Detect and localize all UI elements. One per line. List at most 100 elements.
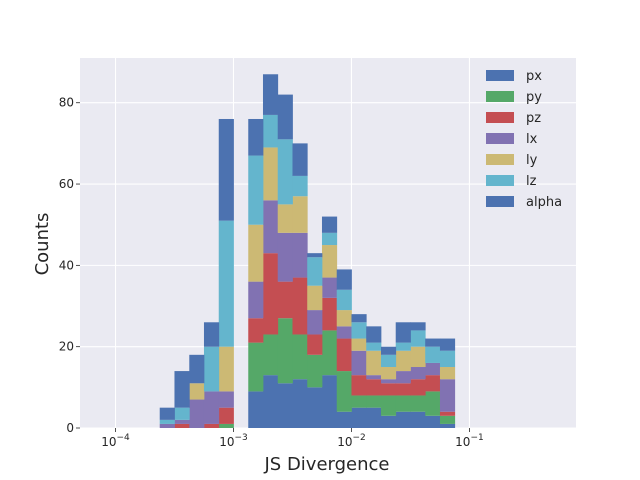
bar-ly [307,285,323,311]
y-tick-label: 80 [59,96,74,110]
bar-px [307,387,323,428]
legend-label-py: py [526,90,542,105]
legend-swatch-alpha [486,196,514,207]
y-axis-label: Counts [32,213,53,276]
x-axis-label: JS Divergence [263,454,389,475]
bar-pz [174,423,190,428]
bar-alpha [203,322,220,347]
bar-ly [292,196,308,233]
bar-pz [248,318,264,343]
bar-alpha [189,354,205,384]
bar-pz [203,423,220,428]
bar-alpha [380,346,397,355]
legend-label-alpha: alpha [526,195,562,210]
bar-alpha [159,407,175,420]
bar-px [351,407,367,428]
bar-px [262,375,279,428]
legend-swatch-pz [486,112,514,123]
bar-ly [262,147,279,201]
bar-py [439,415,456,424]
y-tick-label: 40 [59,258,74,272]
bar-alpha [395,322,411,343]
y-tick-label: 20 [59,340,74,354]
bar-lx [439,379,456,412]
bar-lx [351,350,367,376]
bar-pz [292,277,308,335]
bar-ly [366,350,382,376]
bar-alpha [425,338,441,347]
bar-px [366,407,382,428]
x-tick-label: 10−3 [219,433,248,449]
bar-alpha [292,143,308,176]
legend-swatch-py [486,91,514,102]
bar-lx [159,423,175,428]
bar-px [425,415,441,428]
bar-pz [218,407,234,424]
bar-ly [248,224,264,282]
bar-px [321,375,338,428]
bar-alpha [307,253,323,258]
bar-py [277,318,293,384]
bar-ly [218,346,234,392]
bar-py [248,342,264,392]
bar-ly [351,338,367,351]
bar-lx [174,419,190,424]
legend-swatch-ly [486,154,514,165]
bar-lx [262,200,279,254]
bar-alpha [174,371,190,408]
bar-ly [336,310,352,327]
legend: px py pz lx ly lz alpha [486,69,562,210]
bar-alpha [439,338,456,351]
legend-label-px: px [526,69,542,84]
bar-lz [321,232,338,246]
bar-pz [307,334,323,355]
bar-py [218,423,234,428]
bar-lx [277,232,293,282]
bar-alpha [218,118,234,221]
legend-label-lz: lz [526,174,537,189]
bar-alpha [277,94,293,140]
bar-lz [351,322,367,339]
legend-label-ly: ly [526,153,538,168]
bar-py [292,334,308,380]
bar-px [248,391,264,428]
bar-pz [277,281,293,319]
bar-py [425,391,441,416]
bar-py [380,395,397,416]
bar-px [439,423,456,428]
x-tick-label: 10−4 [101,433,130,449]
x-tick-label: 10−1 [455,433,484,449]
legend-swatch-lz [486,175,514,186]
bar-ly [277,204,293,233]
histogram-bars [159,74,456,428]
bar-ly [189,383,205,400]
bar-lz [292,175,308,197]
bar-lx [321,277,338,298]
bar-py [351,395,367,408]
bar-py [336,371,352,412]
bar-lx [307,310,323,335]
bar-lx [218,391,234,408]
bar-px [410,411,426,428]
bar-py [262,334,279,376]
bar-ly [321,245,338,278]
legend-label-pz: pz [526,111,541,126]
bar-alpha [366,326,382,343]
bar-px [336,411,352,428]
bar-lz [159,419,175,424]
bar-py [395,395,411,412]
bar-lz [218,220,234,347]
bar-lz [307,257,323,286]
bar-pz [366,379,382,396]
bar-py [307,354,323,388]
bar-lz [174,407,190,420]
bar-lz [410,330,426,347]
bar-py [410,395,426,412]
bar-pz [439,411,456,416]
bar-lx [395,371,411,384]
x-tick-label: 10−2 [337,433,366,449]
bar-alpha [321,216,338,233]
bar-lz [395,342,411,351]
bar-lz [336,289,352,311]
bar-alpha [262,74,279,115]
